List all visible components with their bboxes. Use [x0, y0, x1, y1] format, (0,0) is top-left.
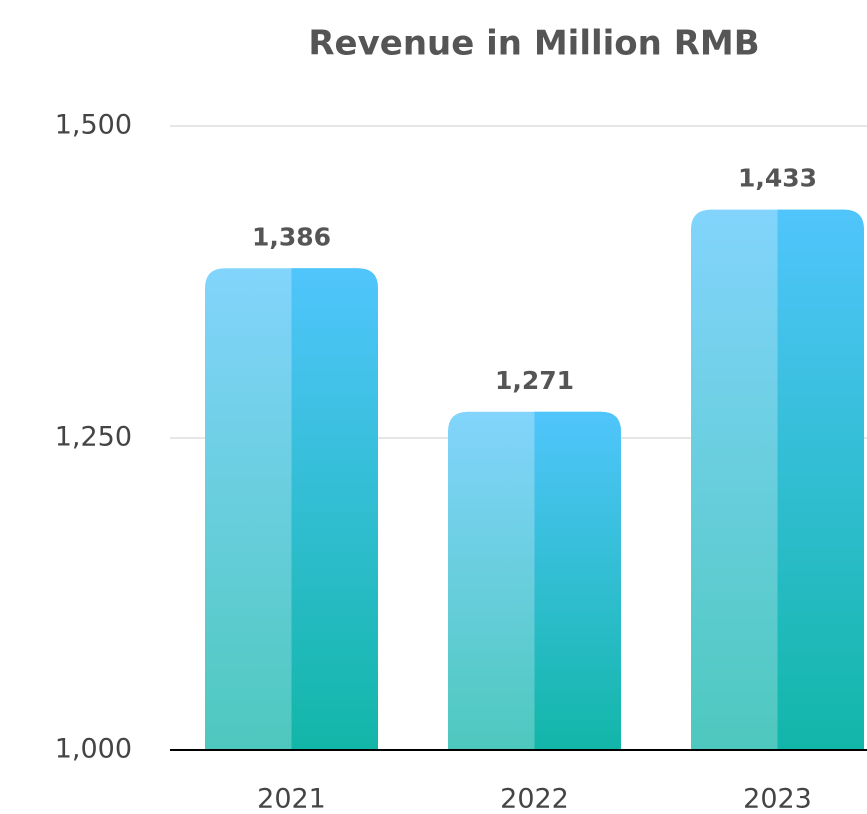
x-tick-label: 2021 [257, 784, 326, 814]
value-label: 1,433 [738, 164, 817, 193]
bar-shade [534, 411, 621, 750]
bar-shade [291, 268, 378, 750]
value-label: 1,271 [495, 366, 574, 395]
x-tick-label: 2023 [743, 784, 812, 814]
chart-title: Revenue in Million RMB [308, 24, 759, 64]
y-tick-label: 1,500 [55, 110, 132, 141]
x-tick-label: 2022 [500, 784, 569, 814]
y-tick-label: 1,250 [55, 422, 132, 453]
y-tick-label: 1,000 [55, 734, 132, 765]
bar-shade [777, 209, 864, 751]
value-label: 1,386 [252, 222, 331, 251]
